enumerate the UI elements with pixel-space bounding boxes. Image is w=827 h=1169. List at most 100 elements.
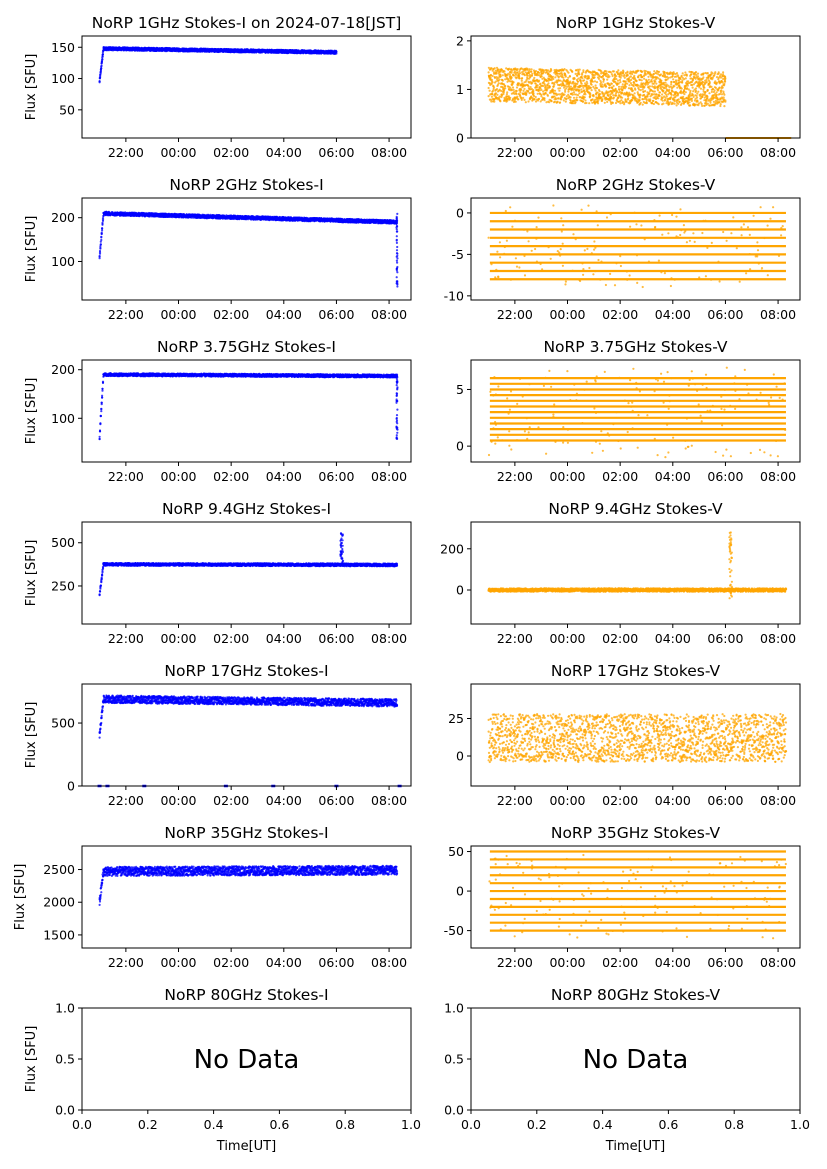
data-point	[100, 238, 103, 242]
data-point	[664, 98, 667, 101]
data-point	[692, 95, 695, 98]
data-point	[578, 73, 581, 76]
data-point	[606, 78, 609, 81]
data-point	[620, 74, 623, 77]
data-point	[537, 79, 541, 82]
data-point	[639, 93, 642, 96]
data-point	[618, 78, 622, 82]
data-point	[691, 86, 694, 89]
data-point	[621, 96, 624, 99]
data-point	[557, 97, 560, 100]
data-point	[644, 70, 647, 73]
data-point	[491, 74, 494, 78]
data-point	[526, 67, 529, 70]
data-point	[721, 81, 724, 84]
data-point	[679, 90, 683, 93]
data-point	[521, 77, 524, 80]
data-point	[501, 79, 504, 82]
data-point	[516, 95, 519, 98]
data-point	[531, 81, 534, 84]
x-tick-label: 00:00	[549, 145, 585, 160]
data-point	[684, 91, 687, 94]
data-point	[490, 78, 493, 81]
data-point	[694, 87, 698, 90]
data-point	[578, 89, 581, 92]
data-point	[544, 92, 547, 95]
data-point	[619, 81, 622, 84]
data-point	[611, 101, 615, 104]
data-point	[559, 79, 562, 82]
data-point	[525, 93, 528, 96]
data-point	[589, 86, 593, 89]
x-tick-label: 04:00	[266, 145, 302, 160]
data-point	[673, 98, 676, 101]
data-points	[487, 66, 792, 139]
data-point	[694, 89, 698, 92]
data-point	[574, 72, 577, 75]
y-tick-label: 150	[51, 40, 75, 55]
data-point	[512, 74, 516, 77]
data-point	[100, 61, 103, 64]
data-point	[620, 99, 623, 102]
data-point	[583, 96, 586, 99]
data-point	[523, 87, 526, 90]
data-point	[540, 93, 543, 96]
data-point	[639, 89, 642, 92]
data-point	[596, 102, 600, 105]
data-point	[645, 99, 648, 102]
data-point	[623, 73, 626, 77]
data-point	[533, 76, 536, 79]
data-point	[536, 92, 539, 95]
y-axis-label: Flux [SFU]	[24, 54, 39, 121]
data-point	[609, 71, 613, 74]
data-point	[540, 75, 543, 78]
data-point	[706, 95, 709, 98]
data-point	[647, 78, 650, 81]
data-point	[523, 98, 526, 101]
data-point	[99, 75, 102, 79]
data-point	[714, 80, 717, 83]
data-point	[99, 243, 102, 246]
data-point	[527, 71, 531, 74]
data-point	[660, 79, 663, 82]
data-point	[647, 75, 650, 78]
data-point	[663, 71, 666, 74]
x-tick-label: 08:00	[371, 145, 407, 160]
x-tick-label: 04:00	[655, 145, 691, 160]
data-point	[565, 87, 568, 90]
data-point	[575, 96, 578, 99]
data-point	[520, 98, 523, 101]
data-point	[695, 96, 699, 99]
data-point	[675, 80, 678, 83]
data-point	[578, 92, 581, 95]
data-point	[524, 101, 527, 104]
data-point	[644, 90, 647, 93]
data-point	[569, 96, 572, 99]
data-point	[101, 227, 104, 230]
data-point	[722, 96, 725, 99]
data-point	[655, 93, 658, 96]
data-point	[530, 68, 533, 71]
data-point	[582, 100, 585, 103]
data-point	[534, 95, 537, 99]
data-point	[718, 86, 721, 89]
data-point	[572, 80, 575, 83]
data-point	[634, 88, 637, 91]
data-point	[534, 70, 538, 73]
data-point	[587, 77, 591, 80]
data-point	[606, 100, 609, 103]
data-point	[582, 86, 585, 89]
data-point	[592, 94, 595, 97]
data-point	[714, 86, 718, 89]
data-point	[705, 80, 708, 84]
data-point	[567, 90, 570, 93]
data-point	[585, 101, 588, 105]
data-point	[576, 82, 579, 85]
data-point	[722, 71, 725, 74]
data-point	[672, 78, 675, 81]
data-point	[591, 80, 595, 83]
data-point	[557, 76, 560, 79]
data-point	[626, 71, 629, 74]
data-point	[676, 86, 679, 89]
